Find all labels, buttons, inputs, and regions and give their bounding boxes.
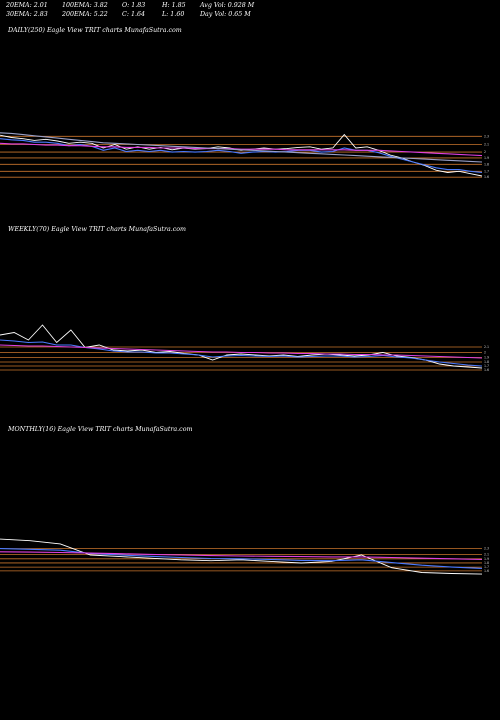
weekly-tick-label: 1.6 [484, 368, 489, 372]
weekly-series-line [0, 324, 483, 369]
monthly-series-line [0, 538, 483, 575]
weekly-tick-label: 1.9 [484, 356, 489, 360]
weekly-panel-title: WEEKLY(70) Eagle View TRIT charts Munafa… [8, 226, 187, 233]
stats-header: 20EMA: 2.01 30EMA: 2.83 100EMA: 3.82 200… [0, 0, 500, 22]
daily-tick-label: 1.6 [484, 175, 489, 179]
ema30-stat: 30EMA: 2.83 [6, 11, 48, 18]
monthly-chart: 2.32.11.91.81.71.6 [0, 538, 489, 575]
daily-series-line [0, 132, 483, 163]
daily-tick-label: 1.9 [484, 156, 489, 160]
daily-series-line [0, 138, 483, 174]
monthly-tick-label: 1.9 [484, 557, 489, 561]
daily-series-line [0, 142, 483, 157]
daily-tick-label: 1.7 [484, 169, 489, 173]
daily-tick-label: 1.8 [484, 162, 489, 166]
monthly-panel-title: MONTHLY(16) Eagle View TRIT charts Munaf… [8, 426, 193, 433]
ema200-stat: 200EMA: 5.22 [62, 11, 108, 18]
close-stat: C: 1.64 [122, 11, 145, 18]
weekly-tick-label: 2 [484, 351, 486, 355]
weekly-series-line [0, 344, 483, 359]
monthly-tick-label: 1.6 [484, 569, 489, 573]
low-stat: L: 1.60 [162, 11, 185, 18]
monthly-tick-label: 2.3 [484, 547, 489, 551]
daily-chart: 2.3 2.1 2 1.9 1.8 1.7 1.6 [0, 132, 489, 179]
weekly-tick-label: 1.8 [484, 360, 489, 364]
daily-panel-title: DAILY(250) Eagle View TRIT charts Munafa… [8, 27, 182, 34]
weekly-series-line [0, 339, 483, 367]
avg-vol-stat: Avg Vol: 0.928 M [200, 2, 255, 9]
weekly-chart: 2.1 21.91.81.71.6 [0, 324, 489, 372]
ema20-stat: 20EMA: 2.01 [6, 2, 48, 9]
monthly-tick-label: 1.7 [484, 565, 489, 569]
high-stat: H: 1.85 [162, 2, 186, 9]
daily-series-line [0, 133, 483, 177]
weekly-tick-label: 2.1 [484, 345, 489, 349]
day-vol-stat: Day Vol: 0.65 M [200, 11, 251, 18]
monthly-tick-label: 1.8 [484, 561, 489, 565]
monthly-tick-label: 2.1 [484, 552, 489, 556]
daily-tick-label: 2.1 [484, 143, 489, 147]
weekly-tick-label: 1.7 [484, 364, 489, 368]
monthly-series-line [0, 551, 483, 561]
ema100-stat: 100EMA: 3.82 [62, 2, 108, 9]
daily-tick-label: 2 [484, 150, 486, 154]
monthly-series-line [0, 548, 483, 569]
daily-tick-label: 2.3 [484, 134, 489, 138]
open-stat: O: 1.83 [122, 2, 146, 9]
